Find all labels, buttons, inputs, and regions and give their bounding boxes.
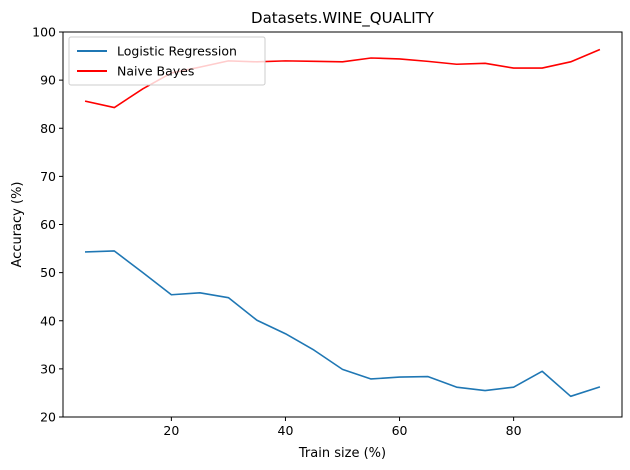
y-tick-label: 100	[32, 25, 56, 40]
legend-label-naive-bayes: Naive Bayes	[117, 64, 194, 79]
legend-label-logistic-regression: Logistic Regression	[117, 44, 237, 59]
y-tick-label: 70	[40, 169, 56, 184]
y-axis-title: Accuracy (%)	[10, 182, 25, 268]
y-tick-label: 90	[40, 73, 56, 88]
x-tick-label: 40	[278, 423, 294, 438]
y-tick-label: 80	[40, 121, 56, 136]
chart-title: Datasets.WINE_QUALITY	[251, 9, 435, 28]
series-line-logistic-regression	[84, 250, 601, 398]
y-axis-ticks: 20 30 40 50 60 70 80 90 100	[32, 25, 63, 425]
y-tick-label: 40	[40, 313, 56, 328]
y-tick-label: 60	[40, 217, 56, 232]
x-axis-title: Train size (%)	[298, 446, 386, 461]
legend-box	[68, 36, 266, 86]
x-tick-label: 60	[392, 423, 408, 438]
x-axis-ticks: 20 40 60 80	[163, 417, 522, 438]
x-tick-label: 20	[163, 423, 179, 438]
y-tick-label: 20	[40, 410, 56, 425]
y-tick-label: 30	[40, 361, 56, 376]
legend: Logistic Regression Naive Bayes	[68, 36, 266, 86]
x-tick-label: 80	[506, 423, 522, 438]
y-tick-label: 50	[40, 265, 56, 280]
